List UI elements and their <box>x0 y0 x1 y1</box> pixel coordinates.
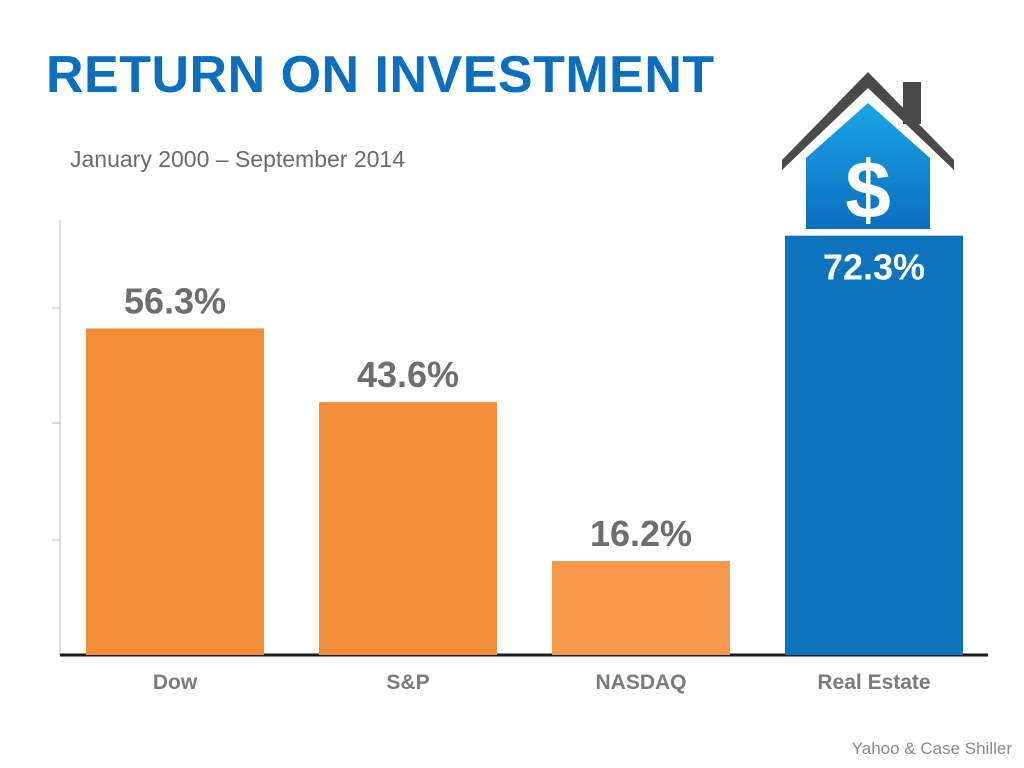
data-label: 43.6% <box>357 354 459 395</box>
x-tick-label: Real Estate <box>817 671 930 694</box>
dollar-sign-icon: $ <box>845 145 891 236</box>
bar-real-estate <box>785 235 963 655</box>
bar-dow <box>86 328 264 655</box>
chart-subtitle: January 2000 – September 2014 <box>70 146 406 172</box>
x-tick-label: NASDAQ <box>595 671 686 694</box>
bar-s-p <box>319 402 497 655</box>
source-credit: Yahoo & Case Shiller <box>851 739 1012 758</box>
x-tick-label: S&P <box>386 671 429 694</box>
house-dollar-icon: $ <box>782 72 954 236</box>
bar-nasdaq <box>552 561 730 655</box>
data-label: 72.3% <box>823 247 925 288</box>
chart-title: RETURN ON INVESTMENT <box>46 46 715 104</box>
x-tick-label: Dow <box>153 671 198 694</box>
house-body-shape <box>806 103 930 229</box>
data-label: 16.2% <box>590 513 692 554</box>
data-label: 56.3% <box>124 280 226 321</box>
